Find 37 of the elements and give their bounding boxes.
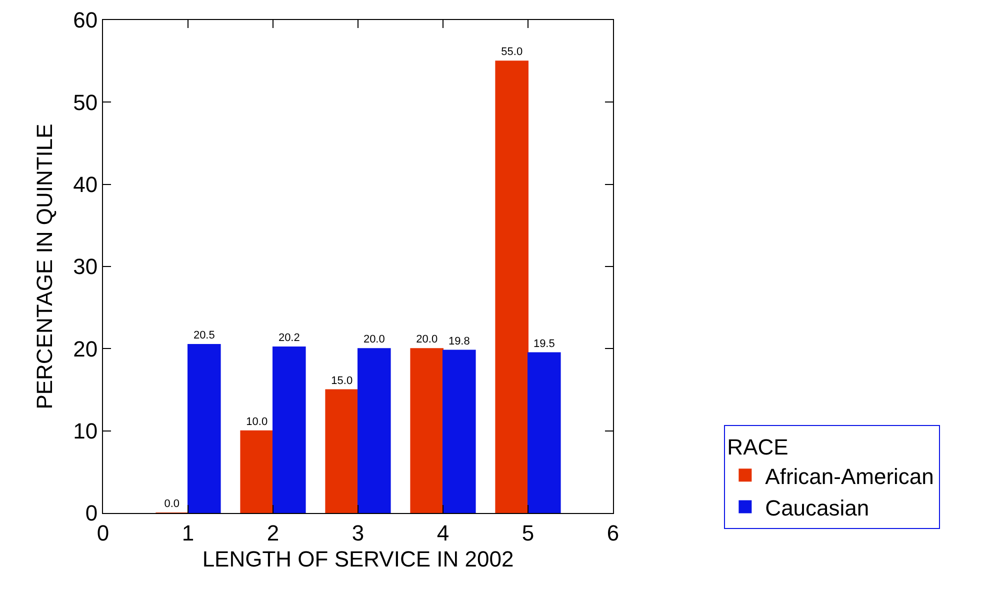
data-label: 20.5 (193, 330, 215, 342)
data-label: 19.5 (533, 338, 555, 350)
bar (272, 346, 306, 513)
bar (410, 348, 444, 513)
bar (528, 352, 561, 513)
x-tick-label: 2 (266, 520, 280, 546)
bar (358, 348, 391, 513)
y-axis-title: PERCENTAGE IN QUINTILE (32, 124, 57, 410)
bar (240, 430, 274, 513)
y-tick-label: 40 (73, 172, 98, 198)
y-tick-label: 30 (73, 254, 98, 280)
x-tick-label: 4 (436, 520, 450, 546)
x-tick-label: 6 (606, 520, 620, 546)
data-label: 0.0 (164, 498, 180, 510)
y-tick-label: 10 (73, 418, 98, 444)
legend-label: Caucasian (765, 495, 870, 520)
data-label: 19.8 (448, 335, 470, 348)
x-tick-label: 3 (352, 520, 364, 546)
bar (495, 60, 528, 513)
y-tick-label: 20 (73, 336, 98, 362)
y-tick-label: 60 (73, 8, 98, 33)
data-label: 15.0 (331, 374, 353, 387)
y-tick-label: 50 (73, 90, 98, 115)
data-label: 20.2 (278, 332, 300, 344)
bar (188, 344, 221, 513)
x-tick-label: 1 (182, 520, 194, 546)
y-tick-label: 0 (85, 500, 98, 526)
data-label: 55.0 (501, 46, 523, 58)
legend-title: RACE (727, 434, 788, 460)
bar (325, 389, 358, 513)
x-axis-title: LENGTH OF SERVICE IN 2002 (202, 546, 514, 572)
data-label: 20.0 (416, 334, 438, 346)
x-tick-label: 5 (522, 520, 534, 546)
bar (442, 350, 476, 513)
data-label: 20.0 (363, 334, 385, 346)
data-label: 10.0 (246, 416, 268, 428)
legend-label: African-American (765, 464, 934, 489)
